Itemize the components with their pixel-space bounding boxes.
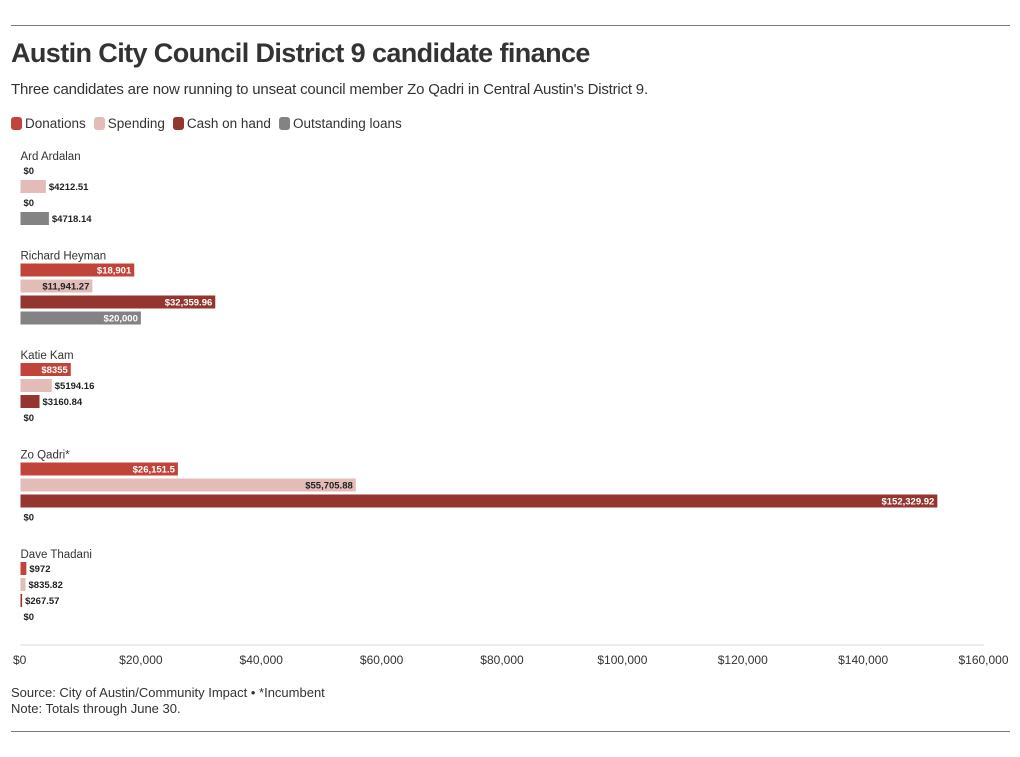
bar-value-label: $55,705.88 [305, 481, 353, 492]
bar-value-label: $0 [24, 612, 35, 623]
bar-spending [20, 180, 46, 193]
bar-value-label: $0 [24, 166, 35, 177]
bar-donations [20, 263, 135, 277]
legend-label: Donations [25, 115, 86, 131]
bottom-rule [11, 731, 1010, 732]
candidate-label: Katie Kam [21, 350, 74, 362]
legend-item: Cash on hand [172, 115, 271, 131]
bar-value-label: $0 [24, 198, 35, 209]
source-note: Source: City of Austin/Community Impact … [11, 685, 325, 700]
bar-cash-on-hand [20, 395, 40, 408]
bar-value-label: $4718.14 [52, 214, 92, 225]
bar-spending [20, 279, 93, 293]
bar-value-label: $3160.84 [43, 397, 83, 408]
legend: Donations Spending Cash on hand Outstanding… [11, 114, 410, 132]
bar-spending [20, 578, 26, 591]
bar-cash-on-hand [20, 295, 216, 309]
legend-swatch [93, 116, 105, 130]
top-rule [11, 25, 1010, 26]
candidate-label: Ard Ardalan [21, 151, 81, 163]
x-tick-label: $20,000 [119, 653, 163, 667]
bar-value-label: $4212.51 [49, 182, 89, 193]
bar-value-label: $5194.16 [55, 381, 95, 392]
bar-value-label: $267.57 [25, 596, 59, 607]
bar-value-label: $32,359.96 [165, 298, 213, 309]
bar-value-label: $20,000 [104, 314, 138, 325]
candidate-label: Dave Thadani [21, 549, 92, 561]
bar-spending [20, 478, 356, 492]
x-tick-label: $60,000 [360, 653, 404, 667]
bar-value-label: $26,151.5 [133, 465, 176, 476]
bar-donations [20, 363, 71, 376]
bar-value-label: $0 [24, 413, 35, 424]
bar-value-label: $11,941.27 [42, 282, 89, 293]
legend-item: Donations [11, 116, 86, 131]
bar-outstanding-loans [20, 311, 141, 325]
x-tick-label: $100,000 [597, 653, 647, 667]
bar-chart: Ard Ardalan $0 $4212.51 $0 $4718.14 Richard H… [13, 151, 1009, 667]
x-tick-label: $160,000 [958, 653, 1008, 667]
chart-subtitle: Three candidates are now running to unse… [11, 81, 648, 98]
legend-item: Outstanding loans [278, 115, 402, 131]
legend-swatch [172, 116, 184, 130]
bar-cash-on-hand [20, 494, 938, 508]
candidate-label: Zo Qadri* [21, 450, 71, 462]
bar-value-label: $972 [29, 564, 50, 575]
chart-title: Austin City Council District 9 candidate… [11, 38, 590, 68]
bar-value-label: $18,901 [97, 266, 132, 277]
bar-donations [20, 462, 178, 476]
candidate-label: Richard Heyman [21, 251, 107, 263]
legend-label: Spending [107, 115, 165, 131]
bar-outstanding-loans [20, 212, 49, 225]
bar-value-label: $835.82 [29, 580, 63, 591]
x-tick-label: $40,000 [240, 653, 284, 667]
legend-label: Cash on hand [186, 115, 271, 131]
totals-note: Note: Totals through June 30. [11, 701, 181, 716]
x-tick-label: $140,000 [838, 653, 888, 667]
x-tick-label: $120,000 [718, 653, 768, 667]
bar-value-label: $8355 [41, 365, 68, 376]
x-tick-label: $0 [13, 653, 27, 667]
bar-cash-on-hand [20, 594, 23, 607]
legend-swatch [11, 116, 22, 130]
bar-value-label: $0 [24, 513, 35, 524]
legend-swatch [278, 116, 290, 130]
bar-donations [20, 562, 27, 575]
x-tick-label: $80,000 [480, 653, 524, 667]
footer: Source: City of Austin/Community Impact … [11, 685, 325, 717]
bar-value-label: $152,329.92 [881, 497, 934, 508]
legend-item: Spending [93, 115, 165, 131]
legend-label: Outstanding loans [292, 115, 402, 131]
bar-spending [20, 379, 52, 392]
